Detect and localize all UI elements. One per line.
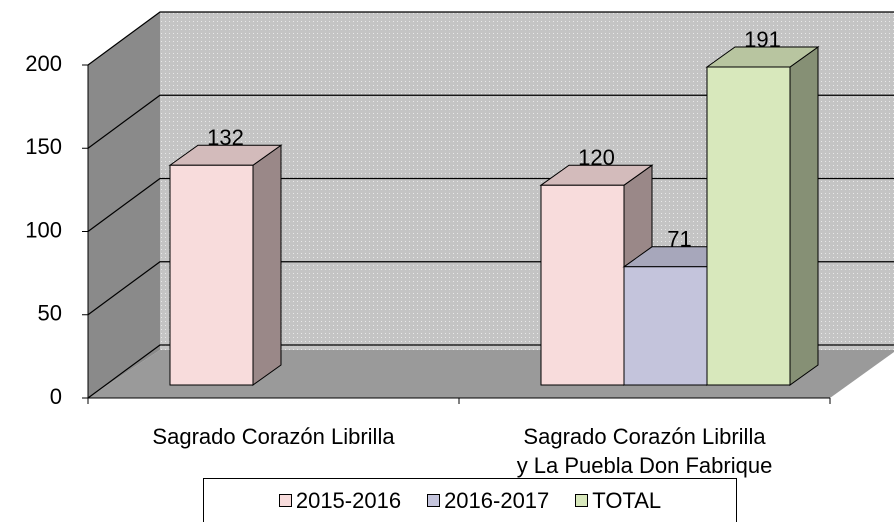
legend-swatch xyxy=(278,494,292,507)
legend-item: 2015-2016 xyxy=(278,487,402,514)
data-label: 120 xyxy=(578,145,615,170)
bar xyxy=(168,144,283,386)
x-tick-label: Sagrado Corazón Librilla xyxy=(152,424,395,449)
legend-label: TOTAL xyxy=(592,487,662,513)
data-label: 71 xyxy=(667,227,691,252)
legend-item: TOTAL xyxy=(575,488,661,514)
legend-swatch xyxy=(427,494,441,507)
y-tick-label: 0 xyxy=(50,384,62,409)
y-tick-label: 200 xyxy=(25,51,62,76)
y-tick-label: 150 xyxy=(25,134,62,159)
y-tick-label: 50 xyxy=(38,301,62,326)
bar-face xyxy=(789,46,819,386)
legend-label: 2015-2016 xyxy=(295,487,402,513)
legend-item: 2016-2017 xyxy=(427,488,549,514)
legend: 2015-2016 2016-2017 TOTAL xyxy=(203,478,737,522)
legend-label: 2016-2017 xyxy=(444,487,550,513)
bar-face xyxy=(252,144,282,386)
bar-face xyxy=(540,184,625,386)
data-label: 191 xyxy=(744,27,781,52)
bar-face xyxy=(169,164,254,386)
grid-line xyxy=(87,11,894,66)
grid-line xyxy=(87,94,894,149)
y-tick-label: 100 xyxy=(25,217,62,242)
x-tick-label: Sagrado Corazón Librilla y La Puebla Don… xyxy=(516,424,773,478)
bar-face xyxy=(706,66,791,386)
bar-face xyxy=(623,266,708,386)
data-label: 132 xyxy=(207,125,244,150)
legend-swatch xyxy=(575,494,589,507)
bar xyxy=(705,46,820,386)
